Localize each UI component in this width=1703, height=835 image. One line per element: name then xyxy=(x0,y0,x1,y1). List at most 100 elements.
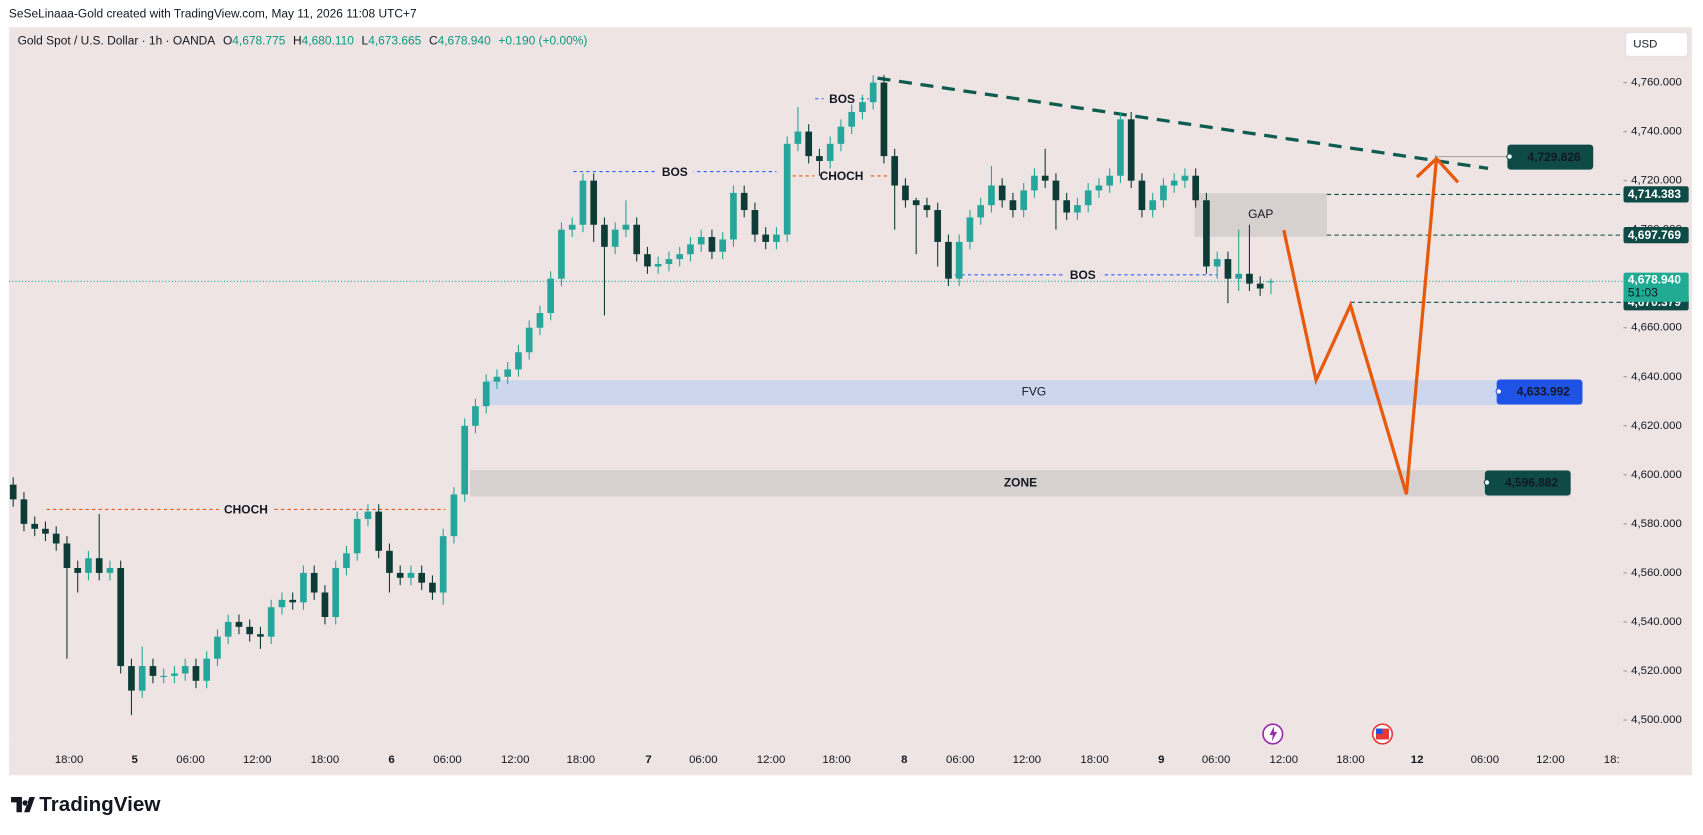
x-tick-label: 12 xyxy=(1411,754,1424,766)
candle-body xyxy=(31,523,39,529)
callout-label: 4,729.826 xyxy=(1528,150,1581,164)
candle-body xyxy=(192,666,200,681)
candle-body xyxy=(386,550,393,573)
zone-label: ZONE xyxy=(1004,475,1037,489)
x-tick-label: 06:00 xyxy=(176,754,205,766)
candle-body xyxy=(1020,190,1028,211)
candle-body xyxy=(601,224,608,247)
y-tick-label: 4,640.000 xyxy=(1631,371,1682,383)
low-value: 4,673.665 xyxy=(368,33,421,47)
candle-body xyxy=(117,568,125,667)
x-tick-label: 12:00 xyxy=(757,754,786,766)
candle-body xyxy=(171,673,178,676)
y-tick-label: 4,580.000 xyxy=(1631,518,1682,530)
candle-body xyxy=(945,241,952,279)
y-tick-label: 4,500.000 xyxy=(1631,714,1682,726)
y-tick-label: 4,560.000 xyxy=(1631,567,1682,579)
candle-body xyxy=(160,675,168,677)
currency-button[interactable] xyxy=(1625,32,1689,58)
zone-label: FVG xyxy=(1022,385,1047,399)
time-axis xyxy=(8,743,1624,776)
x-tick-label: 12:00 xyxy=(1536,754,1565,766)
brand: TradingView xyxy=(39,793,161,816)
candle-body xyxy=(493,376,501,382)
candle-body xyxy=(998,185,1006,201)
candle-body xyxy=(472,406,479,426)
candle-body xyxy=(74,568,82,573)
structure-label: BOS xyxy=(829,92,855,106)
structure-label: CHOCH xyxy=(224,503,268,517)
x-tick-label: 12:00 xyxy=(1013,754,1042,766)
candle-body xyxy=(418,572,426,583)
current-price-label: 4,678.940 xyxy=(1628,272,1681,286)
grid: 4,500.000 4,520.000 4,540.000 4,560.000 4,58… xyxy=(55,77,1682,767)
candle-body xyxy=(654,263,662,267)
structure-label: BOS xyxy=(662,165,688,179)
high-value: 4,680.110 xyxy=(302,33,355,47)
zone xyxy=(486,380,1582,405)
x-tick-label: 18:00 xyxy=(1336,754,1365,766)
y-tick-label: 4,660.000 xyxy=(1631,322,1682,334)
event-icons xyxy=(1262,723,1394,745)
candle-body xyxy=(644,254,651,267)
candle-body xyxy=(1052,180,1060,201)
x-tick-label: 06:00 xyxy=(1471,754,1500,766)
candle-body xyxy=(246,626,254,635)
candle-body xyxy=(138,666,146,691)
candle-body xyxy=(762,234,770,242)
candle-body xyxy=(697,237,705,245)
candle-body xyxy=(375,511,383,551)
close-label: C xyxy=(429,33,438,47)
change: +0.190 (+0.00%) xyxy=(498,33,587,47)
candle-body xyxy=(988,185,995,206)
x-tick-label: 06:00 xyxy=(1202,754,1231,766)
x-tick-label: 8 xyxy=(901,754,907,766)
candle-body xyxy=(1267,281,1275,283)
x-tick-label: 18: xyxy=(1604,754,1620,766)
currency[interactable]: USD xyxy=(1633,39,1657,51)
x-tick-label: 06:00 xyxy=(433,754,462,766)
candle-body xyxy=(687,244,694,255)
ohlc-legend: Gold Spot / U.S. Dollar · 1h · OANDA O4,… xyxy=(18,33,588,47)
open-value: 4,678.775 xyxy=(232,33,285,47)
level-axis-box xyxy=(1623,186,1689,203)
candle-body xyxy=(461,425,469,495)
brand-logo: TradingView xyxy=(11,793,161,816)
low-label: L xyxy=(362,33,369,47)
candle-body xyxy=(1127,119,1135,181)
candle-body xyxy=(1149,200,1157,211)
countdown: 51:03 xyxy=(1628,285,1658,299)
level-axis-box xyxy=(1623,226,1689,244)
structure-label-bg xyxy=(218,501,274,518)
candle-body xyxy=(224,621,232,637)
x-tick-label: 18:00 xyxy=(311,754,340,766)
candle-body xyxy=(9,484,17,500)
callout-anchor xyxy=(1495,388,1503,395)
candle-body xyxy=(1213,259,1221,267)
chart-title: SeSeLinaaa-Gold created with TradingView… xyxy=(9,6,417,20)
x-tick-label: 5 xyxy=(132,754,139,766)
level-axis-label: 4,714.383 xyxy=(1628,187,1681,201)
candle-body xyxy=(794,131,802,144)
candle-body xyxy=(869,82,877,103)
projection-arrowhead xyxy=(1415,157,1438,179)
candle-body xyxy=(353,518,361,554)
candle-body xyxy=(203,658,211,681)
candle-body xyxy=(439,536,447,593)
structure-label-bg xyxy=(823,91,861,107)
zone xyxy=(470,470,1571,497)
x-tick-label: 18:00 xyxy=(567,754,596,766)
candle-body xyxy=(1224,259,1232,279)
overlays: 4,729.826 4,633.992 4,596.882 4,714.383 4,69… xyxy=(1282,144,1689,496)
candle-body xyxy=(934,210,942,242)
structure-label-bg xyxy=(656,163,694,180)
candle-body xyxy=(343,553,350,569)
candle-body xyxy=(106,568,114,573)
callout-box xyxy=(1507,144,1594,170)
level-axis-label: 4,697.769 xyxy=(1628,228,1681,242)
y-tick-label: 4,760.000 xyxy=(1631,77,1682,89)
candle-body xyxy=(267,607,275,637)
symbol: Gold Spot / U.S. Dollar · 1h · OANDA xyxy=(18,33,216,47)
candle-body xyxy=(1084,190,1092,206)
